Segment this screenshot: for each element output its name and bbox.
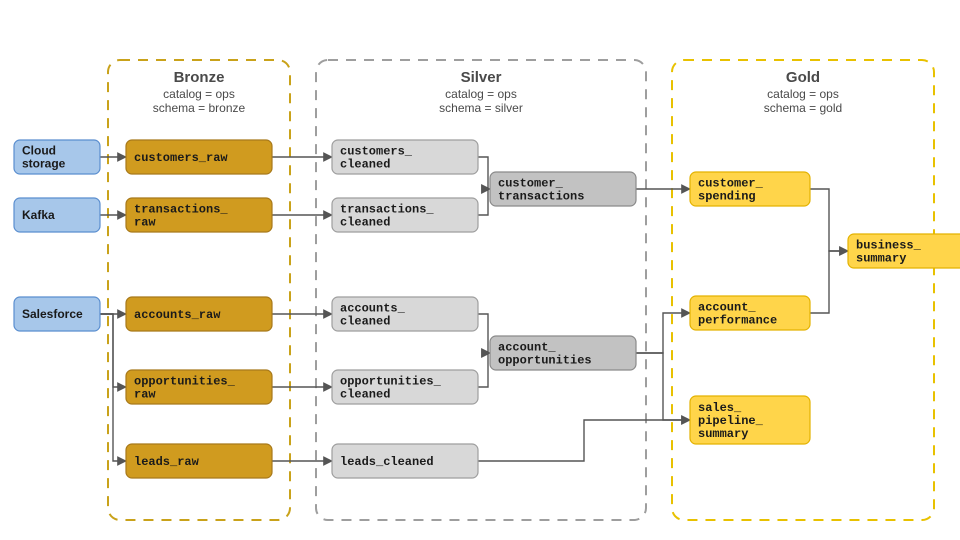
node-label-g_pipe-1: pipeline_ [698,414,764,428]
node-label-b_acct-0: accounts_raw [134,308,221,322]
edge-s_cust-s_ctxn [478,157,490,189]
node-s_cust: customers_cleaned [332,140,478,174]
node-kafka: Kafka [14,198,100,232]
node-label-g_cspend-1: spending [698,190,756,204]
zone-gold [672,60,934,520]
node-label-b_cust-0: customers_raw [134,151,228,165]
node-label-b_trans-1: raw [134,216,156,230]
node-label-s_trans-1: cleaned [340,216,390,230]
node-label-s_opp-1: cleaned [340,388,390,402]
zone-sub2-bronze: schema = bronze [153,101,246,115]
node-s_aopp: account_opportunities [490,336,636,370]
node-b_acct: accounts_raw [126,297,272,331]
node-s_leads: leads_cleaned [332,444,478,478]
node-label-b_opp-1: raw [134,388,156,402]
edge-s_leads-g_pipe [478,420,690,461]
node-s_trans: transactions_cleaned [332,198,478,232]
node-label-s_ctxn-0: customer_ [498,177,564,191]
node-label-s_cust-0: customers_ [340,145,413,159]
node-sfdc: Salesforce [14,297,100,331]
node-s_opp: opportunities_cleaned [332,370,478,404]
edge-s_acct-s_aopp [478,314,490,353]
node-label-kafka-0: Kafka [22,208,55,222]
zone-title-silver: Silver [461,69,502,86]
node-label-s_ctxn-1: transactions [498,190,584,204]
node-label-s_acct-1: cleaned [340,315,390,329]
edge-s_aopp-g_pipe [636,353,690,420]
node-s_ctxn: customer_transactions [490,172,636,206]
node-label-g_pipe-2: summary [698,427,748,441]
node-label-s_trans-0: transactions_ [340,203,434,217]
node-b_opp: opportunities_raw [126,370,272,404]
node-cloud: Cloudstorage [14,140,100,174]
node-label-s_acct-0: accounts_ [340,302,406,316]
node-g_pipe: sales_pipeline_summary [690,396,810,444]
node-label-b_trans-0: transactions_ [134,203,228,217]
zone-title-gold: Gold [786,69,820,86]
edge-g_aperf-g_bsum [810,251,848,313]
node-label-g_cspend-0: customer_ [698,177,764,191]
node-label-g_aperf-1: performance [698,314,777,328]
node-label-cloud-0: Cloud [22,144,56,158]
edge-s_opp-s_aopp [478,353,490,387]
node-label-s_opp-0: opportunities_ [340,375,442,389]
zone-sub1-gold: catalog = ops [767,87,839,101]
node-label-s_leads-0: leads_cleaned [340,455,434,469]
edge-s_trans-s_ctxn [478,189,490,215]
node-label-b_leads-0: leads_raw [134,455,200,469]
node-label-g_bsum-0: business_ [856,239,922,253]
node-label-sfdc-0: Salesforce [22,307,83,321]
node-label-cloud-1: storage [22,157,66,171]
node-b_trans: transactions_raw [126,198,272,232]
zone-sub2-gold: schema = gold [764,101,842,115]
node-label-s_cust-1: cleaned [340,158,390,172]
node-label-s_aopp-0: account_ [498,341,556,355]
zone-sub2-silver: schema = silver [439,101,523,115]
node-g_cspend: customer_spending [690,172,810,206]
node-s_acct: accounts_cleaned [332,297,478,331]
node-b_cust: customers_raw [126,140,272,174]
node-g_aperf: account_performance [690,296,810,330]
node-label-g_aperf-0: account_ [698,301,756,315]
node-b_leads: leads_raw [126,444,272,478]
node-g_bsum: business_summary [848,234,960,268]
node-label-s_aopp-1: opportunities [498,354,592,368]
medallion-diagram: Bronzecatalog = opsschema = bronzeSilver… [0,0,960,540]
edge-g_cspend-g_bsum [810,189,848,251]
node-label-b_opp-0: opportunities_ [134,375,236,389]
zone-title-bronze: Bronze [174,69,225,86]
node-label-g_bsum-1: summary [856,252,906,266]
zone-sub1-bronze: catalog = ops [163,87,235,101]
zone-sub1-silver: catalog = ops [445,87,517,101]
node-label-g_pipe-0: sales_ [698,401,742,415]
edge-s_aopp-g_aperf [636,313,690,353]
